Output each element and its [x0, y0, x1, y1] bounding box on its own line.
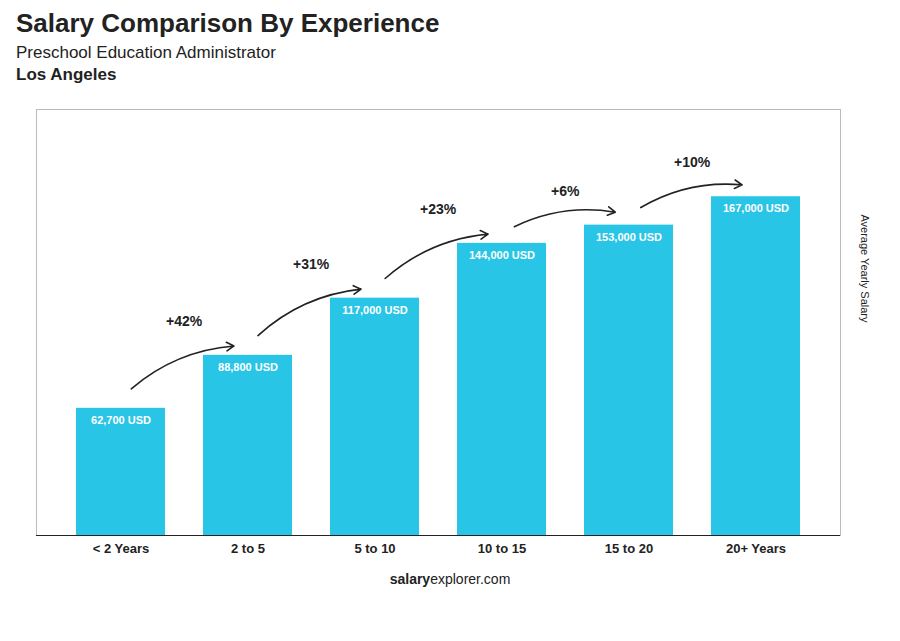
html-text:Salary Comparison By Experienc: Salary Comparison By Experience	[16, 8, 440, 38]
svg-text:+31%: +31%	[293, 256, 330, 272]
svg-text:+23%: +23%	[420, 201, 457, 217]
svg-text:88,800 USD: 88,800 USD	[218, 361, 278, 373]
svg-text:117,000 USD: 117,000 USD	[342, 304, 407, 316]
html-text:salary explorer.com: salary explorer.com	[389, 571, 511, 587]
svg-text:167,000 USD: 167,000 USD	[723, 202, 789, 214]
svg-text:62,700 USD: 62,700 USD	[91, 414, 151, 426]
html-text:Preschool Education Administra: Preschool Education Administrator	[16, 43, 276, 62]
html-text:Los Angeles: Los Angeles	[16, 65, 117, 84]
svg-text:+10%: +10%	[674, 154, 711, 170]
svg-text:+42%: +42%	[166, 313, 203, 329]
svg-text:Average Yearly Salary: Average Yearly Salary	[859, 214, 871, 323]
svg-text:10 to 15: 10 to 15	[478, 541, 526, 556]
svg-text:5 to 10: 5 to 10	[354, 541, 395, 556]
svg-text:153,000 USD: 153,000 USD	[596, 231, 662, 243]
svg-text:20+ Years: 20+ Years	[726, 541, 786, 556]
svg-text:15 to 20: 15 to 20	[605, 541, 653, 556]
svg-text:144,000 USD: 144,000 USD	[469, 249, 535, 261]
svg-text:2 to 5: 2 to 5	[231, 541, 265, 556]
svg-text:+6%: +6%	[551, 183, 580, 199]
svg-text:< 2 Years: < 2 Years	[93, 541, 150, 556]
